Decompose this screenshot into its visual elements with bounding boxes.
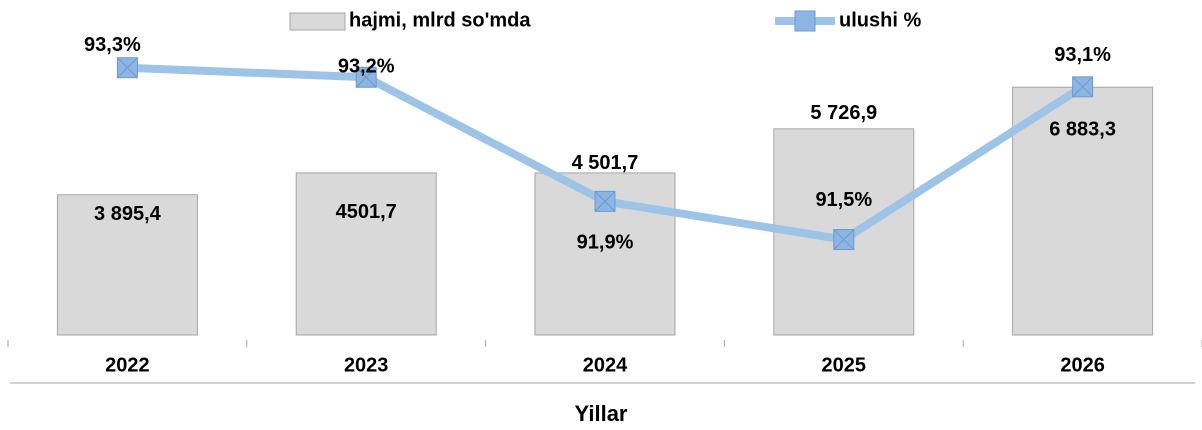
- marker-cross: [355, 66, 377, 88]
- marker-cross: [117, 57, 138, 79]
- legend-label: ulushi %: [839, 9, 921, 31]
- legend-marker: [794, 10, 816, 32]
- data-label: 6 883,3: [1049, 118, 1116, 140]
- marker-cross: [1072, 76, 1093, 98]
- x-axis-label: Yillar: [575, 401, 628, 426]
- data-label: 93,1%: [1054, 44, 1111, 66]
- bar: [295, 172, 437, 336]
- marker-cross: [594, 191, 616, 212]
- legend-label: hajmi, mlrd so'mda: [349, 9, 531, 31]
- x-tick-label: 2024: [583, 354, 628, 376]
- data-label: 93,3%: [84, 34, 141, 56]
- x-tick-label: 2023: [344, 354, 389, 376]
- bar: [56, 194, 198, 336]
- legend-swatch: [289, 12, 346, 31]
- marker-cross: [833, 229, 855, 250]
- data-label: 91,5%: [815, 189, 872, 211]
- x-tick-label: 2022: [105, 354, 150, 376]
- data-label: 93,2%: [338, 56, 395, 78]
- data-label: 4501,7: [336, 201, 397, 223]
- data-label: 3 895,4: [94, 203, 162, 225]
- x-tick-label: 2026: [1060, 354, 1105, 376]
- data-label: 91,9%: [577, 232, 634, 254]
- data-label: 4 501,7: [572, 152, 639, 174]
- x-tick-label: 2025: [822, 354, 867, 376]
- data-label: 5 726,9: [810, 102, 877, 124]
